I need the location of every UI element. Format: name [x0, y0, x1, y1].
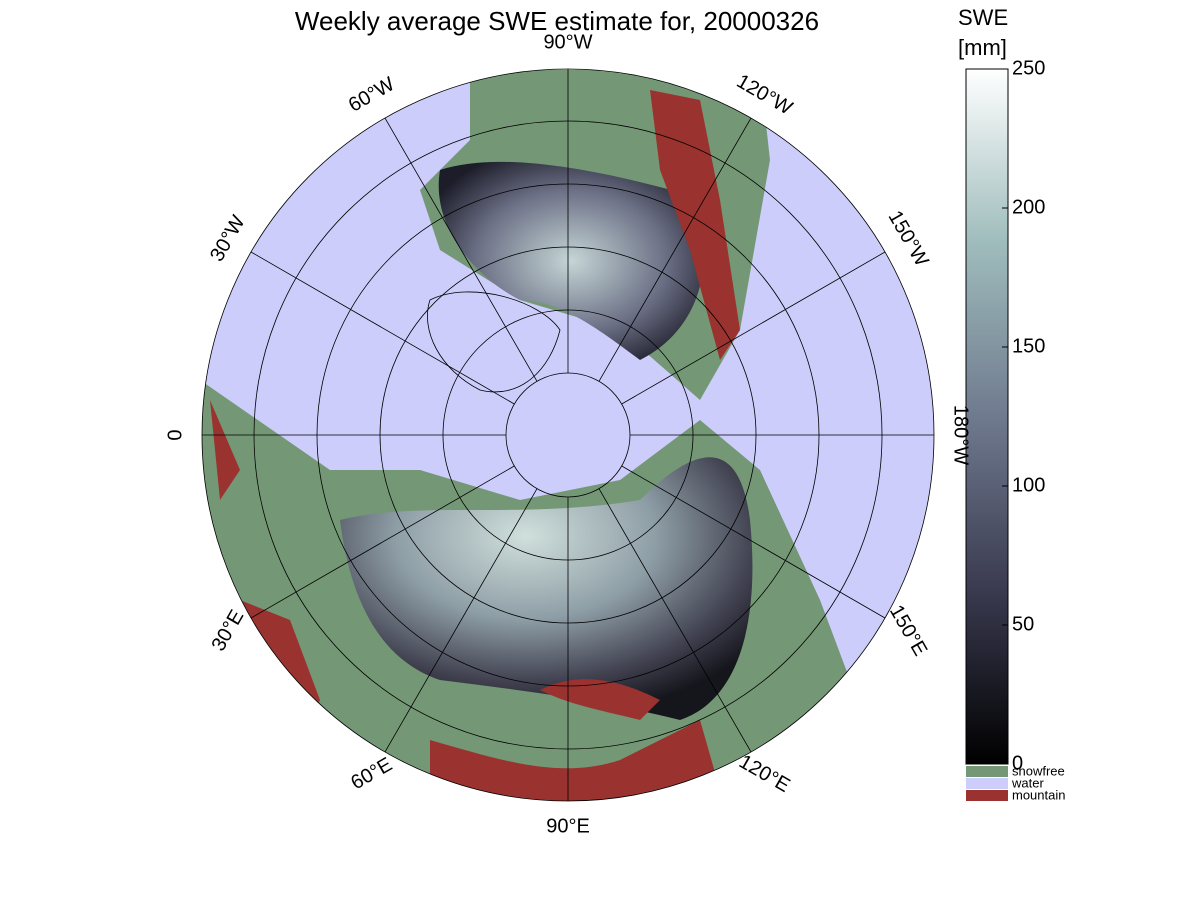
meridian-line — [250, 465, 515, 619]
colorbar-tick-label: 250 — [1012, 57, 1045, 79]
meridian-line — [621, 251, 886, 405]
meridian-label: 90°W — [543, 31, 592, 53]
meridian-label: 90°E — [546, 815, 590, 837]
mountain-siberia — [540, 679, 660, 720]
greenland-outline — [427, 291, 561, 393]
colorbar-title: SWE — [958, 5, 1008, 30]
meridian-line — [250, 251, 515, 405]
meridian-line — [384, 488, 538, 753]
map — [201, 68, 935, 802]
meridian-label: 30°W — [206, 212, 250, 266]
meridian-label: 30°E — [207, 606, 248, 655]
legend-swatch — [966, 766, 1008, 777]
meridian-label: 60°W — [345, 73, 399, 117]
legend-label: snowfree — [1012, 763, 1065, 778]
meridian-label: 180°W — [950, 405, 972, 465]
colorbar-tick-label: 150 — [1012, 335, 1045, 357]
legend-label: water — [1011, 775, 1044, 790]
meridian-line — [598, 117, 752, 382]
legend-swatch — [966, 778, 1008, 789]
colorbar: SWE [mm] — [958, 5, 1009, 765]
colorbar-tick-label: 100 — [1012, 474, 1045, 496]
legend-label: mountain — [1012, 787, 1065, 802]
colorbar-tick-label: 200 — [1012, 196, 1045, 218]
meridian-label: 150°E — [885, 601, 931, 659]
meridian-label: 0 — [164, 429, 186, 440]
colorbar-tick-label: 0 — [1012, 752, 1023, 774]
colorbar-tick-label: 50 — [1012, 613, 1034, 635]
mountain-rockies — [650, 90, 740, 360]
meridian-label: 60°E — [347, 753, 396, 794]
graticule — [201, 68, 935, 802]
map-title: Weekly average SWE estimate for, 2000032… — [295, 6, 819, 36]
mountain-central-asia — [430, 720, 720, 801]
meridian-line — [384, 117, 538, 382]
meridian-label: 120°W — [733, 70, 796, 119]
legend-swatch — [966, 790, 1008, 801]
mountain-europe — [210, 400, 320, 740]
meridian-line — [621, 465, 886, 619]
meridian-label: 150°W — [884, 207, 933, 270]
meridian-label: 120°E — [735, 751, 793, 797]
colorbar-scale — [965, 68, 1009, 765]
snow-north-america — [438, 161, 704, 360]
meridian-line — [598, 488, 752, 753]
snow-eurasia — [340, 457, 753, 720]
colorbar-unit: [mm] — [958, 35, 1007, 60]
